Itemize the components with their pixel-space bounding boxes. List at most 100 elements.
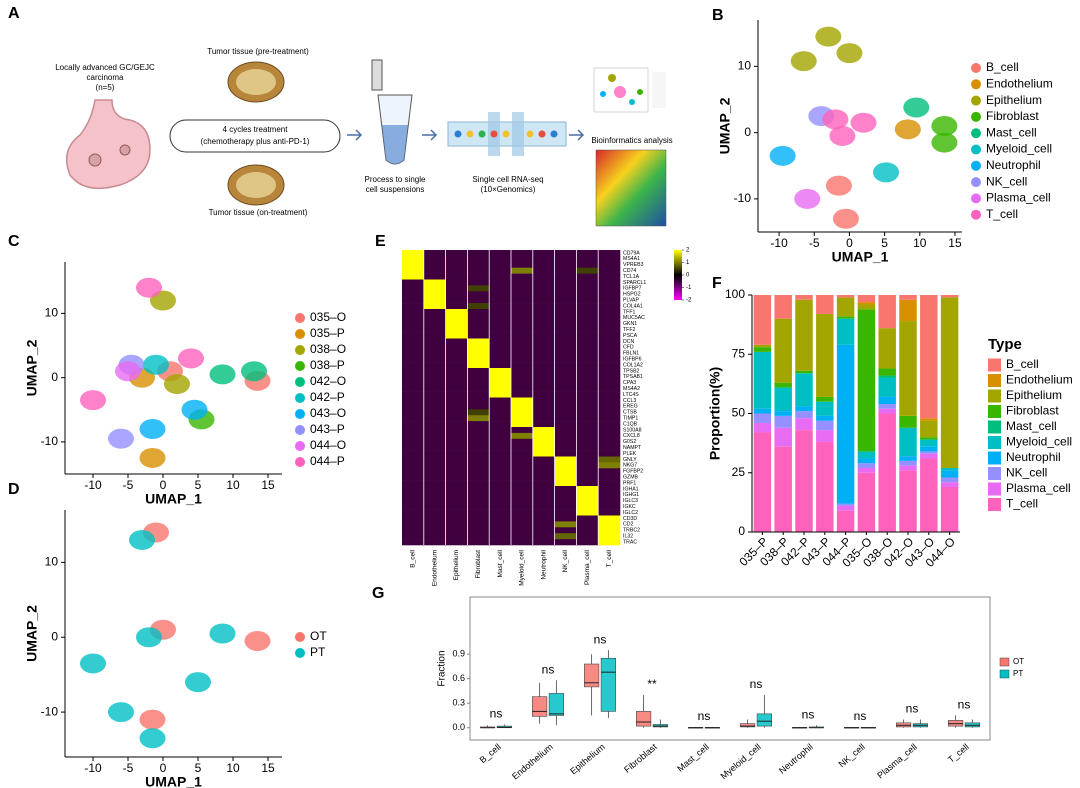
heat-cell xyxy=(467,362,490,369)
heat-cell xyxy=(554,444,577,451)
heat-cell xyxy=(532,332,555,339)
annotation: ns xyxy=(698,709,711,723)
heat-cell xyxy=(511,344,534,351)
cluster xyxy=(822,109,849,130)
heat-cell xyxy=(402,521,425,528)
gene-label: CPA3 xyxy=(623,380,636,386)
bar-segment xyxy=(795,373,813,407)
heat-cell xyxy=(402,297,425,304)
heat-cell xyxy=(467,356,490,363)
legend-label: OT xyxy=(310,629,327,643)
heat-cell xyxy=(467,521,490,528)
heat-cell xyxy=(598,391,621,398)
legend-label: Fibroblast xyxy=(1006,404,1059,418)
analysis-text: Bioinformatics analysis xyxy=(591,136,672,145)
panel-label: E xyxy=(375,233,386,250)
heat-cell xyxy=(445,539,468,546)
heat-cell xyxy=(532,462,555,469)
heat-cell xyxy=(576,486,599,493)
heat-cell xyxy=(467,527,490,534)
box xyxy=(584,663,600,688)
heat-cell xyxy=(554,385,577,392)
heat-cell xyxy=(532,285,555,292)
legend-swatch xyxy=(295,441,305,451)
bar-segment xyxy=(836,510,855,532)
heat-cell xyxy=(467,491,490,499)
heat-cell xyxy=(423,450,446,457)
heat-cell xyxy=(445,421,468,428)
legend-swatch xyxy=(971,193,981,204)
heat-cell xyxy=(489,314,512,322)
y-tick-label: 10 xyxy=(45,306,59,320)
heat-cell xyxy=(402,303,425,310)
column-label: Endothelium xyxy=(431,550,438,586)
gene-label: DCN xyxy=(623,339,634,345)
patient-text: carcinoma xyxy=(87,73,124,82)
heat-cell xyxy=(423,462,446,469)
mini-dot xyxy=(614,86,626,98)
heat-cell xyxy=(576,427,599,434)
heat-cell xyxy=(445,486,468,493)
x-tick-label: -10 xyxy=(84,478,102,492)
heat-cell xyxy=(532,527,555,534)
bar-segment xyxy=(899,465,917,471)
heat-cell xyxy=(489,450,512,457)
heat-cell xyxy=(467,332,490,339)
heat-cell xyxy=(445,261,468,268)
gene-label: COL1A2 xyxy=(623,362,643,368)
gene-label: G0S2 xyxy=(623,439,636,445)
heat-cell xyxy=(467,432,490,440)
bar-segment xyxy=(920,420,938,438)
heat-cell xyxy=(445,444,468,451)
heat-cell xyxy=(402,468,425,475)
x-tick-label: 15 xyxy=(261,761,275,775)
x-tick-label: Endothelium xyxy=(510,742,555,782)
heat-cell xyxy=(445,432,468,440)
cluster xyxy=(108,428,134,449)
gene-label: NAMPT xyxy=(623,445,642,451)
bar-segment xyxy=(836,505,855,511)
legend-label: 035–O xyxy=(310,310,346,324)
heat-cell xyxy=(402,456,425,463)
heat-cell xyxy=(489,297,512,304)
gene-label: TIMP1 xyxy=(623,416,638,422)
heat-cell xyxy=(532,415,555,422)
heat-cell xyxy=(467,261,490,268)
heat-cell xyxy=(511,468,534,475)
heat-cell xyxy=(511,350,534,357)
x-tick-label: -5 xyxy=(123,478,134,492)
cluster xyxy=(139,419,166,440)
heat-cell xyxy=(423,456,446,463)
box xyxy=(756,713,772,727)
legend-swatch xyxy=(295,361,305,371)
heat-cell xyxy=(532,368,555,375)
cluster xyxy=(790,51,817,72)
gene-label: CD79A xyxy=(623,250,640,256)
heat-cell xyxy=(489,462,512,469)
legend-label: Neutrophil xyxy=(1006,450,1061,464)
bar-segment xyxy=(816,430,834,442)
bar-segment xyxy=(940,468,959,471)
heat-cell xyxy=(554,480,577,487)
cluster xyxy=(836,43,863,64)
heat-cell xyxy=(445,468,468,475)
heat-cell xyxy=(423,486,446,493)
heat-cell xyxy=(554,527,577,534)
heat-cell xyxy=(445,326,468,333)
bar-segment xyxy=(795,411,813,419)
heat-cell xyxy=(511,314,534,322)
heat-cell xyxy=(532,468,555,475)
heat-cell xyxy=(532,421,555,428)
gene-label: MS4A2 xyxy=(623,386,640,392)
heat-cell xyxy=(445,373,468,381)
heat-cell xyxy=(402,379,425,386)
heat-cell xyxy=(554,421,577,428)
heat-cell xyxy=(445,515,468,522)
heat-cell xyxy=(554,373,577,381)
heat-cell xyxy=(423,533,446,540)
heat-cell xyxy=(511,303,534,310)
bar-segment xyxy=(899,460,917,466)
legend-label: 044–P xyxy=(310,454,345,468)
bar-segment xyxy=(774,295,792,319)
bar-segment xyxy=(857,451,876,459)
